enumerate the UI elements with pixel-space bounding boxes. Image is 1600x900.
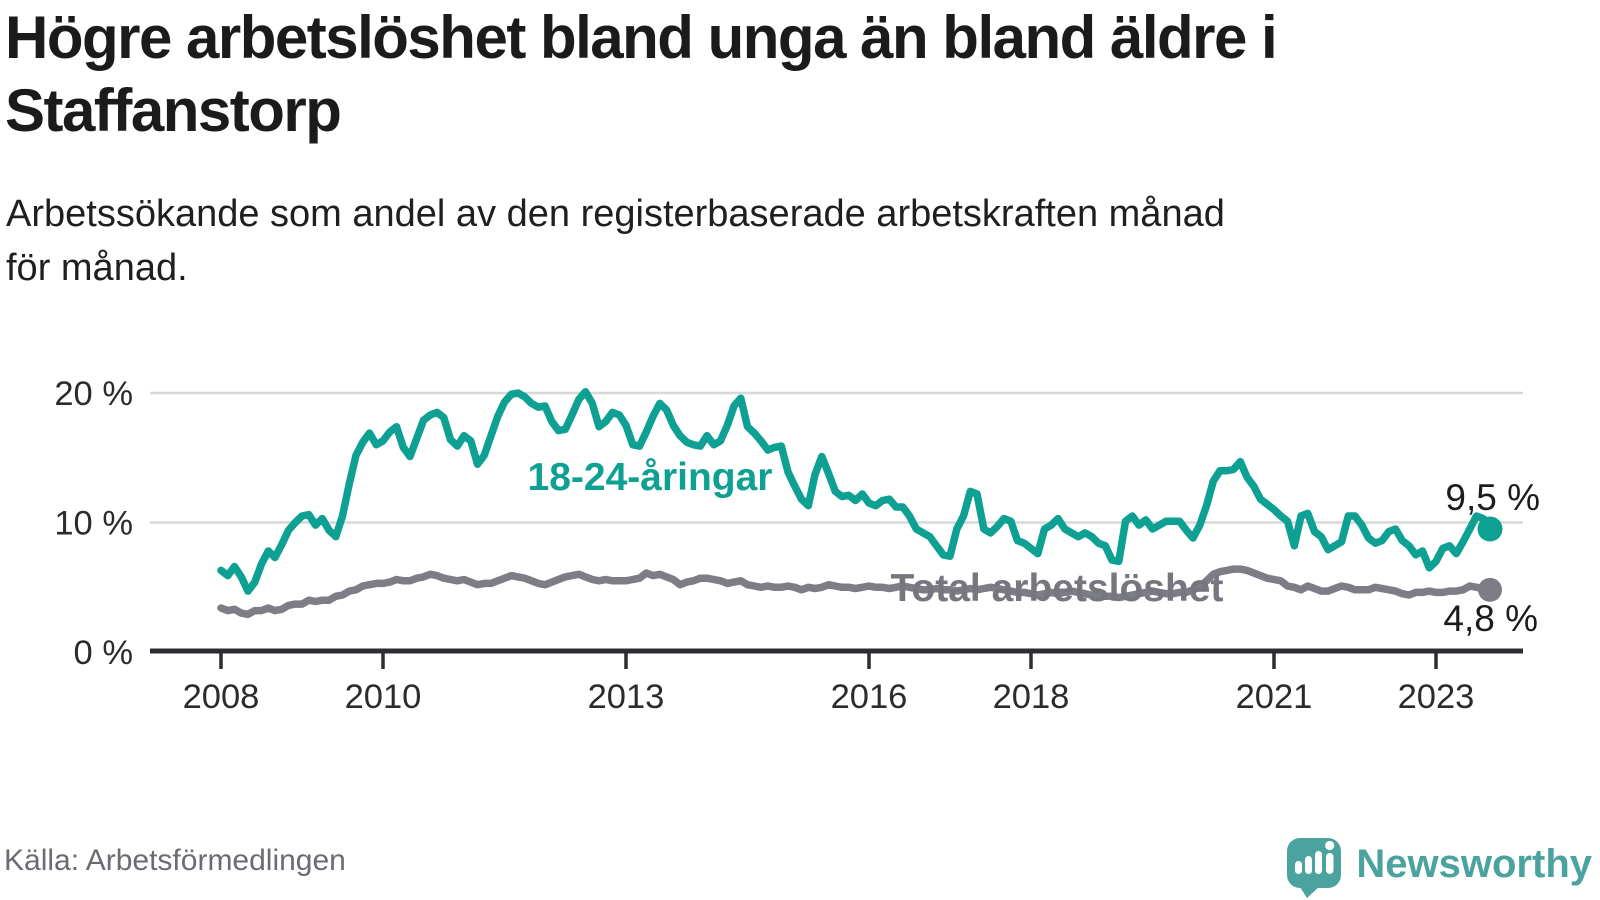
newsworthy-brand: Newsworthy — [1286, 830, 1592, 898]
chart-title: Högre arbetslöshet bland unga än bland ä… — [5, 4, 1278, 144]
x-axis-label-2016: 2016 — [831, 678, 908, 716]
series-line-young — [217, 387, 1494, 595]
end-value-label-total: 4,8 % — [1443, 598, 1538, 639]
series-end-dot-young — [1477, 516, 1503, 542]
source-note: Källa: Arbetsförmedlingen — [4, 844, 346, 877]
series-label-total: Total arbetslöshet — [890, 567, 1223, 610]
y-axis-label-0: 0 % — [74, 634, 133, 672]
series-line-total — [217, 565, 1494, 619]
newsworthy-logo-icon — [1287, 838, 1342, 898]
end-value-label-young: 9,5 % — [1445, 477, 1540, 518]
x-axis-label-2010: 2010 — [345, 678, 422, 716]
brand-name: Newsworthy — [1356, 841, 1592, 886]
x-axis-label-2018: 2018 — [993, 678, 1070, 716]
x-axis-label-2013: 2013 — [588, 678, 665, 716]
chart-subtitle: Arbetssökande som andel av den registerb… — [6, 193, 1225, 289]
y-axis-label-10: 10 % — [54, 505, 133, 543]
x-axis-label-2023: 2023 — [1398, 678, 1475, 716]
x-axis-label-2021: 2021 — [1236, 678, 1313, 716]
x-axis-label-2008: 2008 — [183, 678, 260, 716]
y-axis-label-20: 20 % — [54, 375, 133, 413]
series-end-dot-total — [1478, 577, 1502, 602]
series-label-young: 18-24-åringar — [528, 456, 773, 499]
